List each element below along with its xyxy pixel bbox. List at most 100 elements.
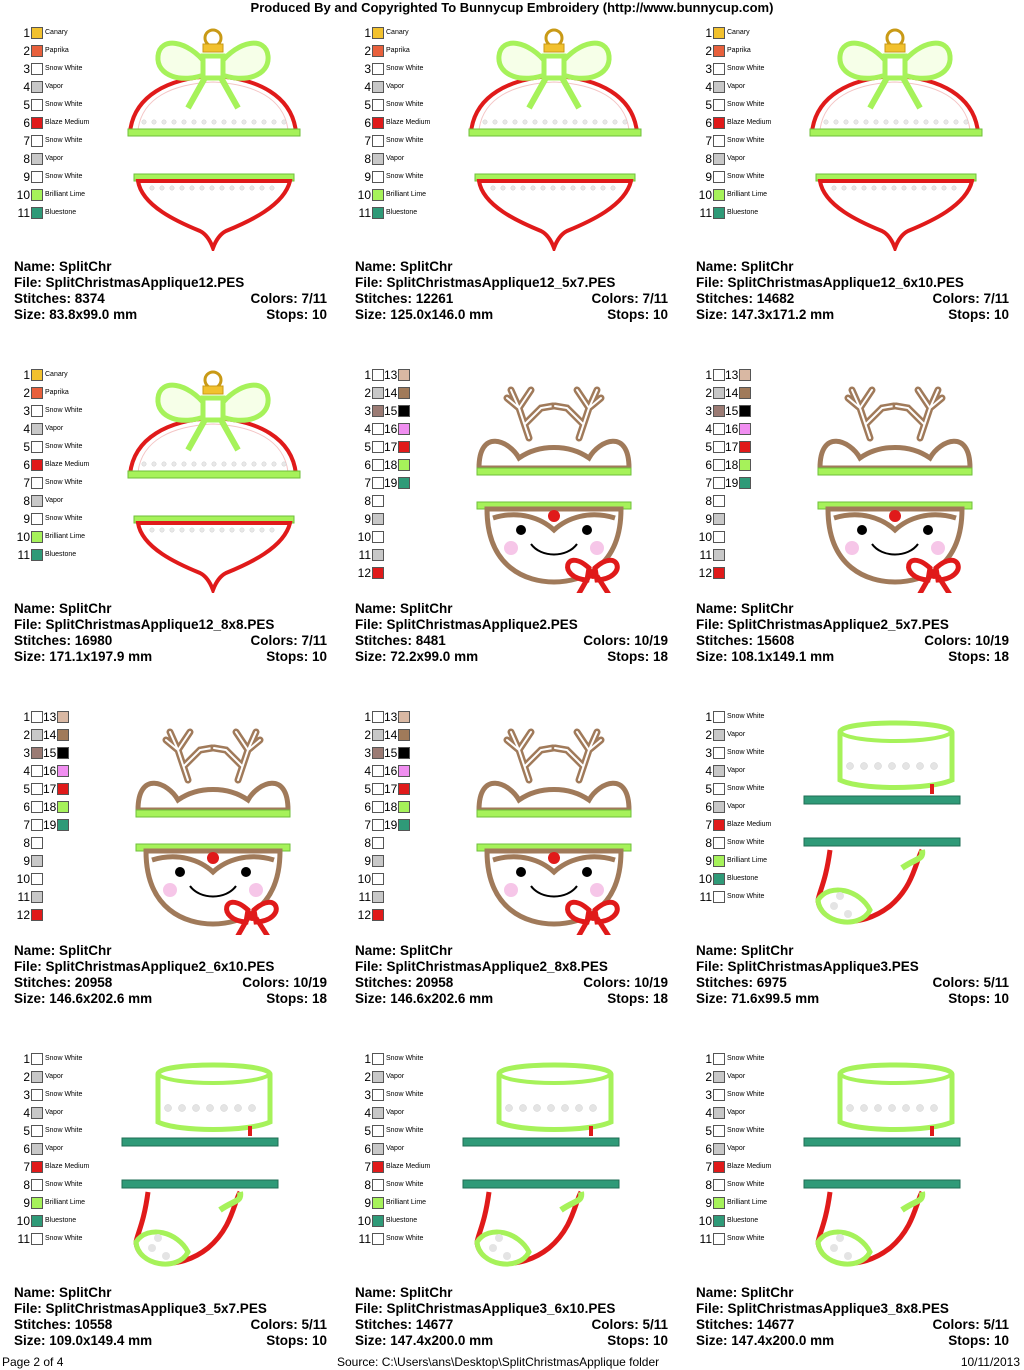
design-info: Name: SplitChr File: SplitChristmasAppliq… [355, 601, 668, 665]
swatch-number: 12 [357, 908, 371, 922]
color-swatch-row: 11 [355, 548, 471, 564]
swatch-color [372, 63, 384, 75]
swatch-color [372, 459, 384, 471]
color-swatch-row: 4 Vapor [14, 80, 130, 96]
swatch-number: 12 [357, 566, 371, 580]
swatch-name: Brilliant Lime [386, 1199, 427, 1206]
design-preview [108, 1052, 318, 1277]
swatch-color [31, 99, 43, 111]
swatch-color [372, 1161, 384, 1173]
swatch-number: 14 [725, 386, 739, 400]
swatch-color [57, 711, 69, 723]
color-swatch-row: 10 Brilliant Lime [355, 188, 471, 204]
color-swatch-row: 4 16 [696, 422, 812, 438]
color-swatch-row: 6 Blaze Medium [14, 458, 130, 474]
color-swatch-row: 8 Snow White [696, 1178, 812, 1194]
design-card: 1 Snow White 2 Vapor 3 Snow White 4 Vapor 5 Snow … [682, 706, 1020, 1026]
source-path: Source: C:\Users\ans\Desktop\SplitChrist… [337, 1355, 660, 1369]
swatch-color [31, 1215, 43, 1227]
swatch-name: Snow White [727, 1127, 765, 1134]
color-swatch-row: 2 14 [14, 728, 130, 744]
swatch-color [372, 405, 384, 417]
swatch-color [372, 423, 384, 435]
color-swatch-row: 9 Snow White [696, 170, 812, 186]
color-swatch-row: 6 Vapor [696, 1142, 812, 1158]
design-info: Name: SplitChr File: SplitChristmasAppliq… [696, 259, 1009, 323]
swatch-color [739, 477, 751, 489]
swatch-color [57, 765, 69, 777]
design-card: 1 13 2 14 3 15 4 16 5 17 6 18 7 19 8 9 10 11 12 Name: Split… [341, 364, 679, 684]
design-size: Size: 109.0x149.4 mm [14, 1333, 153, 1348]
color-swatch-row: 3 Snow White [355, 1088, 471, 1104]
color-swatch-row: 8 [355, 836, 471, 852]
stop-count: Stops: 18 [607, 991, 668, 1006]
design-card: 1 13 2 14 3 15 4 16 5 17 6 18 7 19 8 9 10 11 12 Name: Split… [0, 706, 338, 1026]
color-swatch-row: 9 Snow White [355, 170, 471, 186]
swatch-name: Paprika [45, 389, 69, 396]
swatch-number: 9 [364, 854, 371, 868]
color-count: Colors: 7/11 [250, 291, 327, 306]
color-swatch-row: 7 Blaze Medium [696, 818, 812, 834]
swatch-number: 5 [364, 440, 371, 454]
color-count: Colors: 5/11 [250, 1317, 327, 1332]
color-count: Colors: 5/11 [932, 975, 1009, 990]
stop-count: Stops: 10 [948, 991, 1009, 1006]
swatch-number: 5 [364, 98, 371, 112]
color-count: Colors: 10/19 [242, 975, 327, 990]
stop-count: Stops: 10 [266, 1333, 327, 1348]
swatch-color [31, 819, 43, 831]
swatch-number: 15 [384, 404, 398, 418]
color-swatch-row: 3 15 [355, 404, 471, 420]
swatch-number: 11 [358, 548, 371, 562]
color-swatch-row: 3 Snow White [14, 62, 130, 78]
color-swatch-row: 2 Vapor [696, 728, 812, 744]
design-file: File: SplitChristmasApplique3_5x7.PES [14, 1301, 267, 1316]
swatch-number: 11 [17, 890, 30, 904]
swatch-color [713, 135, 725, 147]
swatch-color [713, 855, 725, 867]
swatch-number: 5 [23, 782, 30, 796]
color-swatch-row: 10 Bluestone [355, 1214, 471, 1230]
swatch-number: 4 [23, 80, 30, 94]
swatch-number: 6 [23, 116, 30, 130]
swatch-color [398, 477, 410, 489]
color-swatch-row: 11 Snow White [696, 1232, 812, 1248]
swatch-color [713, 45, 725, 57]
swatch-color [398, 783, 410, 795]
color-swatch-row: 4 Vapor [14, 422, 130, 438]
swatch-name: Brilliant Lime [727, 1199, 768, 1206]
design-name: Name: SplitChr [696, 1285, 794, 1300]
swatch-number: 14 [43, 728, 57, 742]
color-swatch-row: 11 [355, 890, 471, 906]
swatch-color [372, 135, 384, 147]
swatch-color [31, 477, 43, 489]
color-swatch-row: 8 [14, 836, 130, 852]
swatch-number: 10 [698, 1214, 712, 1228]
swatch-number: 16 [725, 422, 739, 436]
swatch-color [31, 1143, 43, 1155]
color-swatch-row: 7 Snow White [14, 476, 130, 492]
swatch-color [713, 1215, 725, 1227]
swatch-color [31, 1107, 43, 1119]
swatch-color [372, 387, 384, 399]
stitch-count: Stitches: 14677 [355, 1317, 454, 1332]
design-card: 1 Canary 2 Paprika 3 Snow White 4 Vapor 5 Snow Wh… [0, 22, 338, 342]
page-number: Page 2 of 4 [2, 1355, 64, 1369]
swatch-number: 9 [23, 512, 30, 526]
swatch-number: 16 [43, 764, 57, 778]
swatch-name: Snow White [727, 101, 765, 108]
design-file: File: SplitChristmasApplique2.PES [355, 617, 578, 632]
swatch-color [713, 189, 725, 201]
swatch-number: 15 [725, 404, 739, 418]
swatch-color [372, 153, 384, 165]
swatch-number: 2 [23, 728, 30, 742]
swatch-color [372, 1125, 384, 1137]
color-swatch-row: 2 Paprika [14, 44, 130, 60]
ornament-artwork [127, 28, 301, 251]
color-swatch-row: 11 Bluestone [696, 206, 812, 222]
swatch-number: 8 [705, 836, 712, 850]
color-swatch-row: 6 18 [355, 458, 471, 474]
swatch-number: 18 [384, 800, 398, 814]
swatch-number: 7 [23, 476, 30, 490]
design-name: Name: SplitChr [14, 1285, 112, 1300]
